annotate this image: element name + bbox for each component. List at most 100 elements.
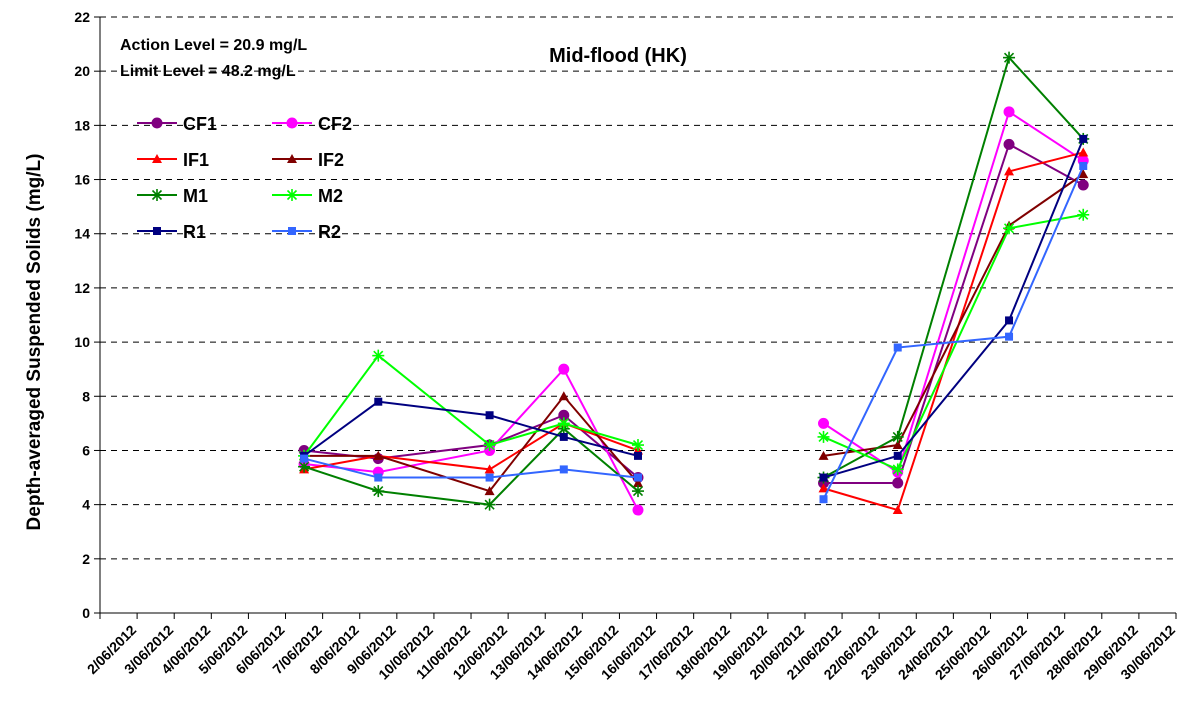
y-axis: 0 2 4 6 8 10 12 14 16 18 20 22: [74, 9, 101, 621]
star-stroke: [818, 431, 829, 442]
star-stroke: [484, 439, 495, 451]
legend-label: M2: [318, 186, 343, 206]
star-stroke: [1003, 223, 1015, 234]
data-point: [818, 450, 829, 460]
action-level-annotation: Action Level = 20.9 mg/L: [120, 37, 307, 54]
data-point: [891, 463, 904, 476]
y-tick-label: 14: [74, 226, 90, 242]
data-point: [372, 349, 385, 362]
legend-label: IF1: [183, 150, 209, 170]
series-line: [823, 173, 1084, 457]
legend-item-r2: R2: [272, 222, 341, 242]
star-stroke: [299, 461, 310, 472]
legend: CF1 CF2 IF1 IF2 M1 M2 R1 R2: [137, 114, 352, 242]
data-point: [151, 117, 163, 129]
series-line: [822, 110, 1084, 474]
y-tick-label: 8: [82, 388, 90, 404]
series-line: [303, 354, 639, 457]
data-point: [632, 485, 644, 498]
data-point: [1003, 106, 1015, 118]
data-point: [558, 363, 570, 375]
star-stroke: [286, 189, 298, 201]
legend-item-if1: IF1: [137, 150, 209, 170]
star-stroke: [1078, 209, 1089, 220]
legend-item-r1: R1: [137, 222, 206, 242]
data-point: [557, 417, 570, 430]
star-stroke: [373, 486, 384, 497]
legend-label: R1: [183, 222, 206, 242]
y-tick-label: 6: [82, 442, 90, 458]
data-point: [891, 430, 904, 443]
legend-item-if2: IF2: [272, 150, 344, 170]
star-stroke: [632, 439, 644, 451]
y-tick-label: 2: [82, 551, 90, 567]
data-point: [1005, 316, 1014, 325]
data-point: [1004, 166, 1015, 176]
star-stroke: [373, 350, 384, 361]
star-stroke: [892, 431, 903, 442]
chart-title: Mid-flood (HK): [549, 45, 687, 67]
data-point: [374, 473, 383, 482]
data-point: [483, 439, 496, 452]
legend-label: IF2: [318, 150, 344, 170]
data-point: [1078, 169, 1089, 179]
data-point: [817, 430, 830, 443]
star-stroke: [1003, 52, 1015, 63]
data-point: [558, 391, 569, 401]
y-axis-title: Depth-averaged Suspended Solids (mg/L): [24, 154, 45, 531]
data-point: [152, 154, 162, 163]
legend-item-cf2: CF2: [272, 114, 352, 134]
series-line: [822, 165, 1085, 500]
star-stroke: [632, 486, 644, 497]
data-point: [892, 440, 903, 450]
legend-label: R2: [318, 222, 341, 242]
data-point: [1003, 51, 1016, 64]
series-line: [823, 138, 1085, 479]
y-tick-label: 12: [74, 280, 90, 296]
data-point: [1003, 138, 1015, 150]
star-stroke: [892, 464, 903, 475]
legend-label: CF1: [183, 114, 217, 134]
data-point: [892, 477, 904, 489]
data-point: [819, 495, 828, 504]
data-point: [484, 464, 495, 474]
data-point: [893, 343, 902, 352]
data-point: [632, 439, 644, 452]
data-point: [633, 477, 643, 487]
data-point: [485, 473, 494, 482]
data-point: [298, 460, 311, 473]
data-point: [485, 411, 494, 420]
series-if2: [299, 169, 1089, 496]
data-point: [559, 432, 568, 441]
data-point: [1078, 147, 1089, 157]
data-point: [1077, 179, 1089, 191]
data-point: [374, 397, 383, 406]
legend-item-m2: M2: [272, 186, 343, 206]
data-point: [300, 454, 309, 463]
y-tick-label: 16: [74, 172, 90, 188]
data-point: [892, 505, 903, 515]
data-point: [287, 154, 297, 163]
data-point: [373, 450, 384, 460]
series-m2: [298, 208, 1090, 476]
data-point: [559, 465, 568, 474]
data-point: [153, 227, 161, 235]
data-point: [1079, 134, 1088, 143]
data-point: [151, 189, 163, 201]
y-tick-label: 20: [74, 63, 90, 79]
series-r1: [300, 134, 1088, 482]
data-point: [372, 485, 385, 498]
y-tick-label: 0: [82, 605, 90, 621]
star-stroke: [151, 189, 163, 201]
star-stroke: [558, 418, 569, 429]
data-point: [818, 417, 830, 429]
series-r2: [300, 162, 1088, 504]
data-point: [288, 227, 296, 235]
legend-label: CF2: [318, 114, 352, 134]
data-point: [634, 473, 642, 482]
series-lines: [298, 51, 1090, 516]
y-tick-label: 18: [74, 117, 90, 133]
data-point: [1003, 222, 1016, 235]
x-axis: 2/06/20123/06/20124/06/20125/06/20126/06…: [84, 612, 1178, 683]
